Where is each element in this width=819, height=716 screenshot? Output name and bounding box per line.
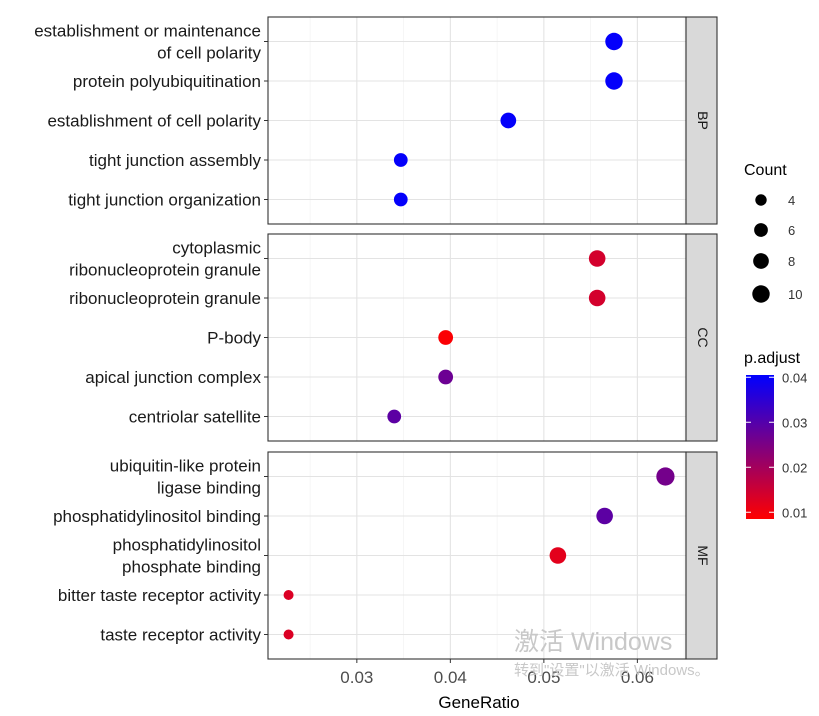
x-tick-label: 0.04 [434,668,467,687]
data-point [588,250,606,267]
facet-strip [685,16,718,225]
term-label: cytoplasmic ribonucleoprotein granule [69,239,261,280]
x-tick-label: 0.06 [621,668,654,687]
count-legend-label: 8 [788,254,795,269]
data-point [605,32,623,51]
term-label: centriolar satellite [129,408,261,427]
p-adjust-legend-label: 0.02 [782,460,807,475]
term-label: apical junction complex [85,368,261,387]
count-legend-label: 4 [788,193,795,208]
facet-strip [685,233,718,442]
term-label: tight junction organization [68,191,261,210]
data-point [387,409,402,424]
grid-layer [268,17,686,659]
data-point [596,507,613,525]
p-adjust-legend-label: 0.03 [782,415,807,430]
term-label: taste receptor activity [100,626,261,645]
count-legend-label: 6 [788,223,795,238]
facet-strip-label: CC [695,327,711,347]
term-label: tight junction assembly [89,151,261,170]
points-layer [283,32,675,640]
watermark-title: 激活 Windows [514,628,672,656]
p-adjust-legend-label: 0.04 [782,370,807,385]
facet-strip-label: MF [695,545,711,565]
x-axis: 0.03 0.04 0.05 0.06 [340,659,654,687]
p-adjust-legend: p.adjust 0.01 0.02 0.03 0.04 [744,350,807,520]
term-label: establishment or maintenance of cell pola… [34,22,261,63]
facet-strip-label: BP [695,111,711,130]
term-label: protein polyubiquitination [73,72,261,91]
term-label: phosphatidylinositol binding [53,507,261,526]
data-point [283,629,294,640]
data-point [656,467,675,486]
term-label: ribonucleoprotein granule [69,289,261,308]
term-labels: establishment or maintenance of cell pola… [34,22,268,645]
count-legend-key [755,194,767,206]
watermark-subtitle: 转到"设置"以激活 Windows。 [514,662,710,679]
term-label: ubiquitin-like protein ligase binding [110,457,261,498]
data-point [500,112,517,129]
count-legend-key [754,223,768,237]
facet-strip [685,451,718,660]
count-legend-title: Count [744,162,787,179]
p-adjust-colorbar [746,375,774,519]
p-adjust-legend-title: p.adjust [744,350,801,367]
term-label: bitter taste receptor activity [58,586,262,605]
p-adjust-legend-label: 0.01 [782,505,807,520]
count-legend-key [752,285,770,303]
data-point [393,153,408,167]
data-point [549,547,567,564]
term-label: P-body [207,329,261,348]
term-label: establishment of cell polarity [47,112,261,131]
data-point [438,369,454,385]
term-label: phosphatidylinositol phosphate binding [113,536,261,577]
data-point [393,192,408,207]
count-legend-key [753,253,769,269]
facet-strips: BP CC MF [685,16,718,660]
x-tick-label: 0.05 [527,668,560,687]
x-tick-label: 0.03 [340,668,373,687]
x-axis-title: GeneRatio [438,693,519,712]
data-point [438,330,454,345]
data-point [588,289,606,307]
count-legend-label: 10 [788,287,802,302]
data-point [605,72,623,90]
data-point [283,589,294,601]
